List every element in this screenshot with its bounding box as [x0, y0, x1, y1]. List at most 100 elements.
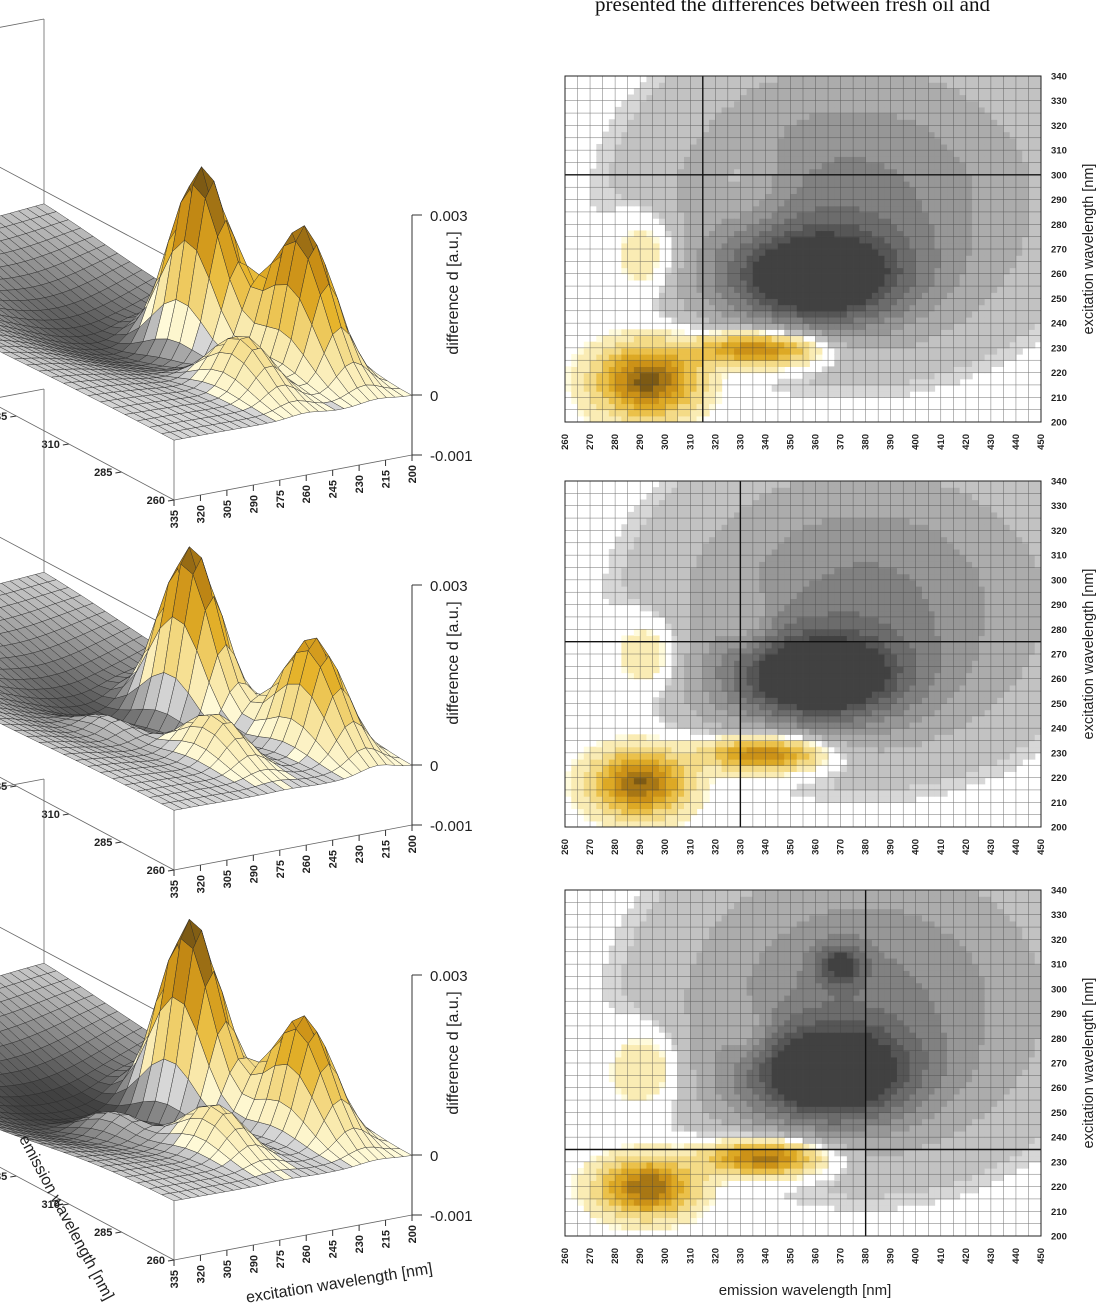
- z-tick-label: 0: [430, 1148, 438, 1165]
- y-tick: [167, 869, 175, 872]
- plot-frame: [564, 75, 1042, 423]
- x-tick-label: 230: [354, 845, 366, 863]
- y-tick-label: 210: [1051, 1207, 1067, 1218]
- x-tick-label: 245: [328, 850, 340, 868]
- x-tick-label: 420: [961, 434, 972, 450]
- y-tick-label: 210: [1051, 798, 1067, 809]
- x-tick-label: 370: [836, 1248, 847, 1264]
- y-tick-label: 330: [1051, 910, 1067, 921]
- y-tick-label: 260: [1051, 269, 1067, 280]
- z-axis-label: difference d [a.u.]: [445, 991, 462, 1114]
- y-tick-label: 280: [1051, 625, 1067, 636]
- x-tick-label: 330: [735, 1248, 746, 1264]
- x-tick-label: 335: [169, 1270, 181, 1288]
- y-tick-label: 310: [1051, 551, 1067, 562]
- z-tick-label: -0.001: [430, 818, 473, 835]
- x-tick-label: 370: [836, 839, 847, 855]
- x-tick-label: 200: [407, 835, 419, 853]
- y-tick: [115, 1231, 122, 1234]
- z-axis: [411, 214, 422, 456]
- z-tick-label: 0.003: [430, 578, 468, 595]
- x-tick-label: 300: [660, 1248, 671, 1264]
- x-tick-label: 350: [785, 434, 796, 450]
- x-tick-label: 215: [381, 840, 393, 858]
- x-tick-label: 245: [328, 1240, 340, 1258]
- y-tick-label: 280: [1051, 1034, 1067, 1045]
- x-tick-label: 390: [886, 1248, 897, 1264]
- x-tick-label: 305: [222, 500, 234, 518]
- z-axis: [411, 584, 422, 826]
- y-tick-label: 310: [1051, 960, 1067, 971]
- surface-panel-3: 0.003 0 -0.001 difference d [a.u.] 335 320 305…: [0, 778, 473, 1288]
- y-tick-label: 260: [147, 495, 165, 507]
- x-tick-label: 200: [407, 465, 419, 483]
- y-tick-label: 230: [1051, 1157, 1067, 1168]
- x-tick-label: 420: [961, 839, 972, 855]
- x-tick-label: 290: [248, 865, 260, 883]
- x-tick-label: 275: [275, 490, 287, 508]
- y-tick-label: 330: [1051, 96, 1067, 107]
- x-tick-label: 320: [195, 875, 207, 893]
- x-tick-label: 270: [585, 434, 596, 450]
- contour-grid: [564, 480, 1042, 828]
- x-tick-label: 320: [710, 1248, 721, 1264]
- y-tick-label: 230: [1051, 343, 1067, 354]
- y-tick-label: 285: [94, 467, 112, 479]
- plot-frame: [564, 889, 1042, 1237]
- x-tick-label: 350: [785, 1248, 796, 1264]
- x-tick-label: 380: [861, 1248, 872, 1264]
- surface-mesh: [0, 545, 413, 811]
- y-tick-label: 340: [1051, 477, 1067, 488]
- x-tick-label: 270: [585, 1248, 596, 1264]
- x-tick-label: 200: [407, 1225, 419, 1243]
- x-tick-label: 305: [222, 870, 234, 888]
- y-tick-label: 200: [1051, 823, 1067, 834]
- y-tick-label: 260: [1051, 674, 1067, 685]
- x-tick-label: 360: [811, 434, 822, 450]
- x-tick-label: 270: [585, 839, 596, 855]
- x-tick-label: 380: [861, 434, 872, 450]
- z-axis-label: difference d [a.u.]: [445, 601, 462, 724]
- x-tick-label: 340: [760, 434, 771, 450]
- x-tick-label: 230: [354, 1235, 366, 1253]
- x-tick-label: 320: [710, 839, 721, 855]
- y-tick-label: 300: [1051, 575, 1067, 586]
- z-tick-label: 0.003: [430, 208, 468, 225]
- y-tick-label: 260: [147, 1255, 165, 1267]
- x-tick-label: 450: [1036, 1248, 1047, 1264]
- surface-mesh: [0, 918, 413, 1202]
- y-tick-label: 290: [1051, 1009, 1067, 1020]
- x-tick-label: 260: [301, 855, 313, 873]
- plot-frame: [564, 480, 1042, 828]
- x-tick-label: 410: [936, 434, 947, 450]
- x-tick-label: 320: [195, 1265, 207, 1283]
- x-tick-label: 260: [560, 839, 571, 855]
- x-tick-label: 390: [886, 434, 897, 450]
- y-tick-label: 200: [1051, 1232, 1067, 1243]
- y-tick-label: 260: [1051, 1083, 1067, 1094]
- x-tick-label: 290: [248, 495, 260, 513]
- x-tick-label: 335: [169, 880, 181, 898]
- y-tick: [62, 443, 69, 446]
- x-tick-label: 300: [660, 839, 671, 855]
- y-tick-label: 220: [1051, 368, 1067, 379]
- y-tick: [62, 1203, 69, 1206]
- z-axis-label: difference d [a.u.]: [445, 231, 462, 354]
- x-tick-label: 310: [685, 839, 696, 855]
- x-tick-label: 450: [1036, 839, 1047, 855]
- y-tick-label: 270: [1051, 650, 1067, 661]
- x-tick-label: 215: [381, 470, 393, 488]
- y-tick-label: 270: [1051, 1059, 1067, 1070]
- y-tick-label: 300: [1051, 984, 1067, 995]
- x-tick-label: 290: [635, 434, 646, 450]
- z-tick-label: 0: [430, 388, 438, 405]
- y-tick-label: 250: [1051, 294, 1067, 305]
- y-tick-label: 285: [94, 837, 112, 849]
- y-tick-label: 230: [1051, 748, 1067, 759]
- x-tick-label: 290: [248, 1255, 260, 1273]
- x-tick-label: 330: [735, 839, 746, 855]
- x-tick-label: 340: [760, 1248, 771, 1264]
- y-tick: [10, 1175, 17, 1178]
- y-tick-label: 320: [1051, 526, 1067, 537]
